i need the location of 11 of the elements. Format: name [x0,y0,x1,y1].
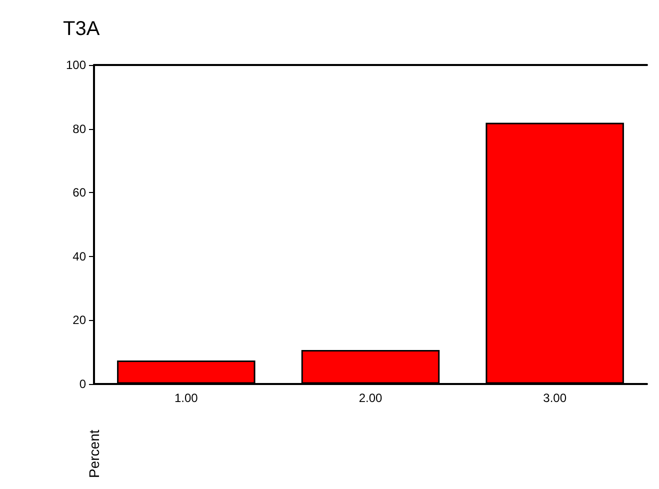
y-tick-label: 0 [79,376,86,391]
x-tick-label: 2.00 [358,390,382,405]
y-tick-label: 20 [72,313,86,327]
y-axis-title: Percent [86,430,102,478]
y-tick-label: 60 [72,186,86,200]
chart-title: T3A [63,18,100,40]
x-tick-label: 1.00 [174,390,198,405]
y-tick-label: 80 [72,122,86,136]
y-tick-label: 100 [66,58,86,72]
y-tick-label: 40 [72,249,86,264]
x-tick-label: 3.00 [543,390,567,405]
